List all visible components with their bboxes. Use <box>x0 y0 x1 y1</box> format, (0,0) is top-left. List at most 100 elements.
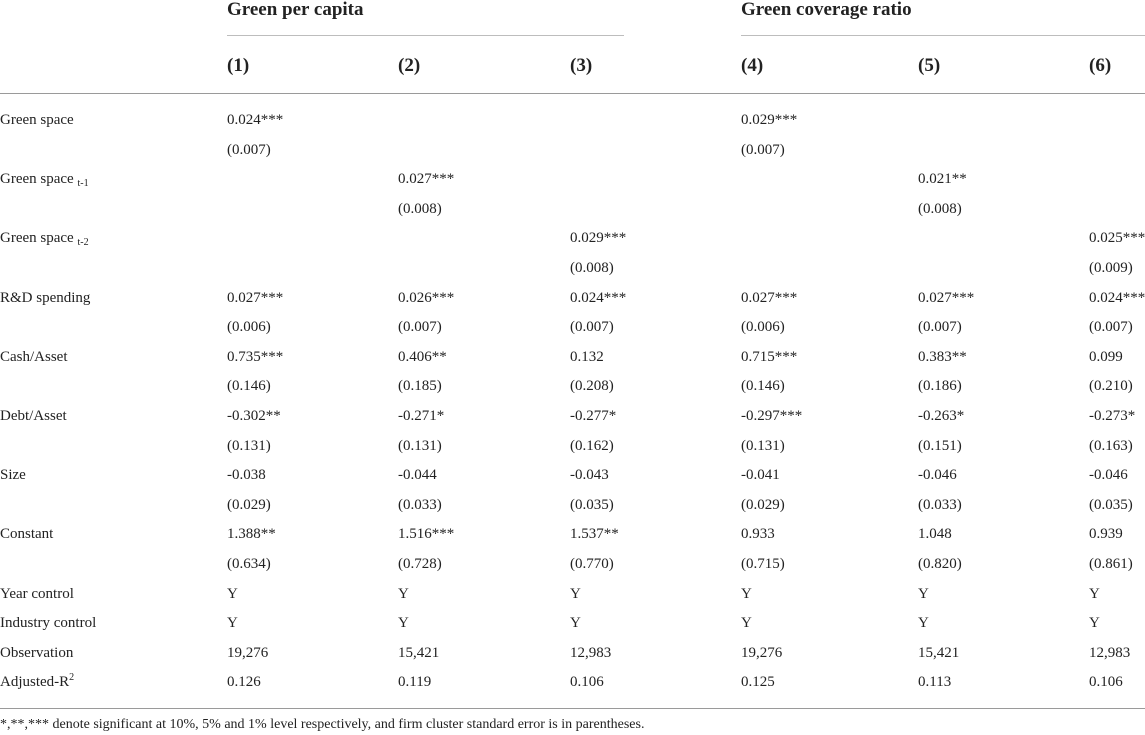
row-label: Industry control <box>0 609 96 638</box>
column-header-2: (2) <box>398 55 421 76</box>
table-cell-col6: Y <box>1089 585 1100 602</box>
table-cell-col5: Y <box>918 585 929 602</box>
table-cell-col4: (0.007) <box>741 141 785 158</box>
table-cell-col4: (0.006) <box>741 319 785 336</box>
table-cell-col5: (0.007) <box>918 319 962 336</box>
column-header-1: (1) <box>227 55 250 76</box>
table-cell-col2: (0.728) <box>398 556 442 572</box>
table-cell-col2: 0.027*** <box>398 171 455 188</box>
table-row: (0.131) (0.131) (0.162) (0.131) (0.151) (0.16… <box>0 432 1145 461</box>
table-cell-col6: -0.046 <box>1089 467 1128 484</box>
table-cell-col4: (0.029) <box>741 496 785 513</box>
row-label-text: Debt/Asset <box>0 408 67 424</box>
table-cell-col5: (0.186) <box>918 378 962 395</box>
table-cell-col4: 0.027*** <box>741 289 798 306</box>
row-label: Year control <box>0 580 74 609</box>
row-label-text: Constant <box>0 526 54 543</box>
table-cell-col3: 0.024*** <box>570 289 627 306</box>
table-cell-col3: 0.029*** <box>570 230 627 247</box>
table-cell-col1: 19,276 <box>227 644 269 661</box>
table-cell-col5: 0.027*** <box>918 289 975 306</box>
row-label-text: Green space <box>0 230 74 247</box>
header-rule <box>0 93 1145 94</box>
table-cell-col3: (0.008) <box>570 260 614 276</box>
table-cell-col4: 19,276 <box>741 644 783 661</box>
table-row: Year control Y Y Y Y Y Y <box>0 580 1145 609</box>
table-cell-col6: 0.939 <box>1089 526 1123 543</box>
table-cell-col5: (0.820) <box>918 556 962 572</box>
row-label: Green space t-1 <box>0 165 89 195</box>
table-cell-col2: (0.033) <box>398 496 442 513</box>
table-cell-col5: 0.021** <box>918 171 967 188</box>
row-label: R&D spending <box>0 284 90 313</box>
table-cell-col1: -0.038 <box>227 467 266 484</box>
row-label-text: R&D spending <box>0 289 91 306</box>
table-cell-col2: Y <box>398 615 409 632</box>
row-label: Adjusted-R2 <box>0 668 74 698</box>
row-label-superscript: 2 <box>69 672 75 684</box>
table-cell-col6: (0.861) <box>1089 556 1133 572</box>
table-cell-col6: 12,983 <box>1089 644 1131 661</box>
row-label-text: Green space <box>0 112 74 128</box>
table-cell-col4: (0.715) <box>741 556 785 572</box>
table-cell-col3: 0.132 <box>570 348 604 365</box>
table-cell-col5: 0.383** <box>918 348 967 365</box>
table-cell-col3: 12,983 <box>570 644 612 661</box>
table-cell-col4: -0.297*** <box>741 408 803 424</box>
table-cell-col3: (0.035) <box>570 496 614 513</box>
table-cell-col4: -0.041 <box>741 467 780 484</box>
table-cell-col2: Y <box>398 585 409 602</box>
row-label-subscript: t-1 <box>77 178 89 190</box>
table-row: Adjusted-R2 0.126 0.119 0.106 0.125 0.113 0.10… <box>0 668 1145 697</box>
table-cell-col4: (0.146) <box>741 378 785 395</box>
table-cell-col6: 0.106 <box>1089 674 1123 691</box>
row-label: Cash/Asset <box>0 343 68 372</box>
row-label: Observation <box>0 639 73 668</box>
group-underline-2 <box>741 35 1145 36</box>
row-label: Green space t-2 <box>0 224 89 254</box>
table-row: (0.634) (0.728) (0.770) (0.715) (0.820) (0.86… <box>0 550 1145 579</box>
row-label-text: Size <box>0 467 26 484</box>
table-cell-col4: 0.933 <box>741 526 775 543</box>
group-underline-1 <box>227 35 624 36</box>
table-cell-col2: 15,421 <box>398 644 440 661</box>
table-row: Industry control Y Y Y Y Y Y <box>0 609 1145 638</box>
table-cell-col1: (0.634) <box>227 556 271 572</box>
table-cell-col3: (0.770) <box>570 556 614 572</box>
table-row: Debt/Asset -0.302** -0.271* -0.277* -0.297**… <box>0 402 1145 431</box>
table-row: Green space t-2 0.029*** 0.025*** <box>0 224 1145 253</box>
table-row: Green space 0.024*** 0.029*** <box>0 106 1145 135</box>
table-row: Green space t-1 0.027*** 0.021** <box>0 165 1145 194</box>
table-cell-col1: 1.388** <box>227 526 276 543</box>
table-cell-col2: (0.185) <box>398 378 442 395</box>
table-cell-col2: (0.007) <box>398 319 442 336</box>
table-cell-col2: -0.271* <box>398 408 445 424</box>
table-cell-col5: 0.113 <box>918 674 952 691</box>
table-cell-col6: (0.163) <box>1089 437 1133 454</box>
bottom-rule <box>0 708 1145 709</box>
row-label: Debt/Asset <box>0 402 67 431</box>
table-row: (0.007) (0.007) <box>0 136 1145 165</box>
table-cell-col1: (0.029) <box>227 496 271 513</box>
table-cell-col6: 0.099 <box>1089 348 1123 365</box>
row-label-text: Industry control <box>0 615 97 632</box>
table-cell-col6: (0.007) <box>1089 319 1133 336</box>
table-cell-col3: (0.007) <box>570 319 614 336</box>
table-cell-col1: (0.006) <box>227 319 271 336</box>
table-cell-col4: (0.131) <box>741 437 785 454</box>
table-cell-col2: -0.044 <box>398 467 437 484</box>
row-label: Size <box>0 461 26 490</box>
table-row: (0.029) (0.033) (0.035) (0.029) (0.033) (0.03… <box>0 491 1145 520</box>
table-cell-col1: (0.146) <box>227 378 271 395</box>
table-cell-col4: 0.715*** <box>741 348 798 365</box>
table-cell-col1: Y <box>227 615 238 632</box>
column-header-5: (5) <box>918 55 941 76</box>
table-cell-col5: -0.046 <box>918 467 957 484</box>
table-cell-col6: 0.025*** <box>1089 230 1145 247</box>
table-cell-col5: Y <box>918 615 929 632</box>
table-cell-col5: (0.151) <box>918 437 962 454</box>
table-cell-col6: -0.273* <box>1089 408 1136 424</box>
table-row: (0.008) (0.009) <box>0 254 1145 283</box>
table-cell-col1: 0.024*** <box>227 112 284 128</box>
row-label-text: Adjusted-R <box>0 674 70 691</box>
